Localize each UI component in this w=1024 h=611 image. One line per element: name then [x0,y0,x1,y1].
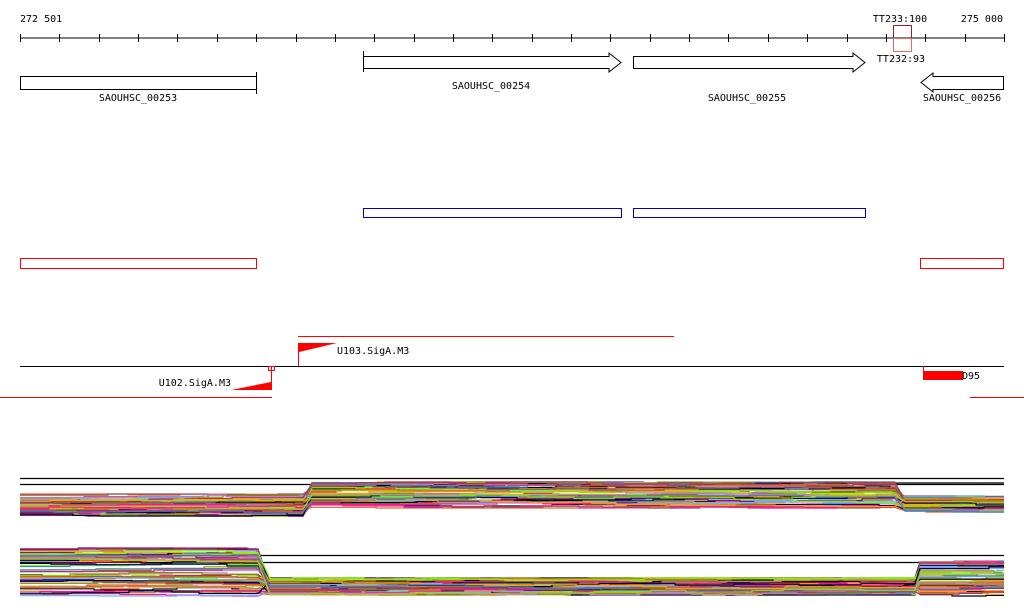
gene-SAOUHSC_00254[interactable]: SAOUHSC_00254 [363,51,622,92]
gene-label: SAOUHSC_00256 [923,93,1001,104]
expression-trace [20,481,1004,513]
gene-SAOUHSC_00253[interactable]: SAOUHSC_00253 [20,72,257,104]
expression-trace [20,485,1004,505]
terminator-lower-label: TT232:93 [877,54,925,65]
gene-label: SAOUHSC_00253 [99,93,177,104]
expression-trace [20,554,1004,593]
gene-label: SAOUHSC_00255 [708,93,786,104]
expression-trace [20,558,1004,596]
gene-SAOUHSC_00255[interactable]: SAOUHSC_00255 [633,51,866,104]
expression-trace [20,558,1004,592]
expression-trace [20,566,1004,595]
operon-plus-2[interactable] [633,208,866,218]
expression-panel-minus [20,547,1005,597]
operon-minus-2[interactable] [920,258,1004,269]
gene-box[interactable] [20,76,257,90]
promoter-label: U102.SigA.M3 [159,378,231,389]
promoter-label: U103.SigA.M3 [337,346,409,357]
gene-arrow[interactable] [363,51,622,74]
expression-trace [20,559,1004,592]
promoter-flag[interactable] [923,371,963,380]
promoter-D95[interactable]: D95 [923,366,980,382]
expression-trace [20,550,1004,582]
promoter-flag[interactable] [231,382,271,390]
expression-trace [20,501,1004,509]
operon-minus-1[interactable] [20,258,257,269]
gene-label: SAOUHSC_00254 [452,81,530,92]
gene-arrow[interactable] [633,51,866,74]
gene-arrow[interactable] [920,71,1004,94]
expression-trace [20,493,1004,510]
promoter-label: D95 [962,371,980,382]
terminator-upper-box[interactable] [893,25,912,39]
terminator-lower-box[interactable] [893,38,912,52]
expression-trace [20,498,1004,510]
expression-trace [20,498,1004,508]
coordinate-ruler [20,34,1005,42]
ruler-end-label: 275 000 [961,14,1003,25]
expression-panel-plus [20,477,1004,517]
expression-trace [20,561,1004,594]
expression-trace [20,567,1004,583]
gene-SAOUHSC_00256[interactable]: SAOUHSC_00256 [920,71,1004,104]
ruler-start-label: 272 501 [20,14,62,25]
terminator-upper-label: TT233:100 [873,14,927,25]
expression-trace [20,555,1004,595]
promoter-U102[interactable]: U102.SigA.M3 [159,366,275,390]
promoter-flag[interactable] [299,343,337,352]
operon-plus-1[interactable] [363,208,622,218]
promoter-U103[interactable]: U103.SigA.M3 [298,343,410,366]
